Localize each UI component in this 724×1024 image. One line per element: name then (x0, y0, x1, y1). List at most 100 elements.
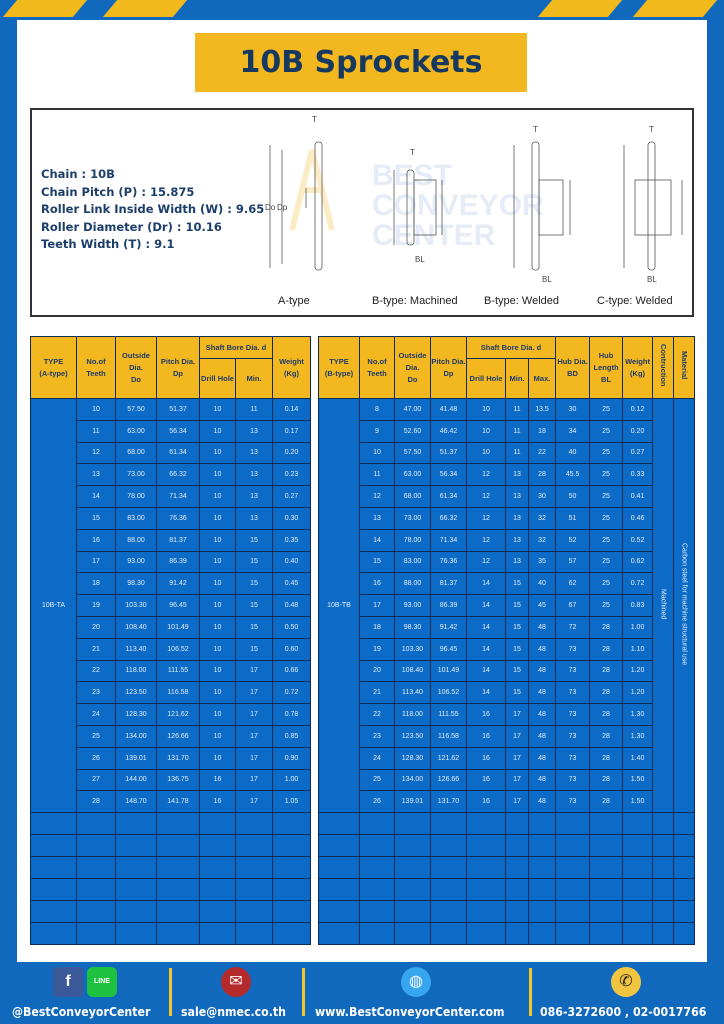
social-handle[interactable]: @BestConveyorCenter (12, 1004, 151, 1019)
pitch-dia-cell: 91.42 (430, 615, 467, 639)
hub-dia-cell: 73 (555, 659, 591, 683)
table-row: 11 63.00 56.34 12 13 28 45.5 25 0.33 (319, 463, 695, 487)
outside-dia-cell: 93.00 (115, 550, 157, 574)
empty-cell (622, 900, 654, 924)
empty-cell (199, 878, 236, 902)
empty-cell (394, 878, 431, 902)
pitch-dia-cell: 101.49 (430, 659, 467, 683)
line-icon[interactable]: LINE (87, 967, 117, 997)
type-cell: 10B-TA (30, 397, 77, 814)
pitch-dia-cell: 76.36 (430, 550, 467, 574)
drill-hole-cell: 14 (466, 681, 506, 705)
svg-text:BL: BL (647, 275, 657, 284)
teeth-cell: 19 (359, 637, 395, 661)
table-row: 20 108.40 101.49 14 15 48 73 28 1.20 (319, 659, 695, 683)
header-weight: Weight (Kg) (622, 336, 654, 399)
teeth-cell: 26 (359, 790, 395, 814)
pitch-dia-cell: 56.34 (156, 419, 200, 443)
drill-hole-cell: 16 (466, 724, 506, 748)
pitch-dia-cell: 111.55 (430, 703, 467, 726)
min-bore-cell: 17 (235, 703, 273, 726)
empty-row (318, 834, 696, 858)
table-row: 26 139.01 131.70 16 17 48 73 28 1.50 (319, 790, 695, 814)
page-title: 10B Sprockets (195, 33, 527, 92)
empty-cell (272, 812, 311, 836)
empty-cell (76, 856, 116, 880)
empty-cell (622, 834, 654, 858)
pitch-dia-cell: 141.78 (156, 790, 200, 814)
teeth-cell: 16 (359, 572, 395, 596)
min-bore-cell: 15 (505, 681, 529, 705)
empty-cell (156, 922, 200, 946)
empty-cell (394, 922, 431, 946)
max-bore-cell: 30 (527, 485, 557, 508)
weight-cell: 0.41 (622, 485, 654, 508)
drill-hole-cell: 10 (199, 550, 236, 574)
min-bore-cell: 13 (505, 528, 529, 552)
pitch-dia-cell: 106.52 (430, 681, 467, 705)
header-hub-length: Hub Length BL (589, 336, 624, 399)
material-cell: Carbon steel for machine structural use (673, 397, 696, 814)
weight-cell: 0.30 (272, 506, 311, 530)
teeth-cell: 13 (76, 463, 116, 487)
empty-cell (505, 900, 529, 924)
empty-cell (652, 900, 675, 924)
outside-dia-cell: 103.30 (394, 637, 431, 661)
drill-hole-cell: 10 (199, 506, 236, 530)
min-bore-cell: 17 (505, 703, 529, 726)
outside-dia-cell: 128.30 (394, 746, 431, 770)
pitch-dia-cell: 51.37 (430, 441, 467, 465)
drill-hole-cell: 10 (199, 485, 236, 508)
type-cell: 10B-TB (318, 397, 360, 814)
drill-hole-cell: 14 (466, 572, 506, 596)
min-bore-cell: 15 (505, 615, 529, 639)
teeth-cell: 8 (359, 398, 395, 421)
hub-length-cell: 25 (589, 463, 624, 487)
svg-text:BL: BL (415, 255, 425, 264)
decor-stripe (2, 0, 88, 17)
drill-hole-cell: 10 (199, 398, 236, 421)
website-link[interactable]: www.BestConveyorCenter.com (315, 1004, 505, 1019)
table-row: 28 148.70 141.78 16 17 1.05 (31, 790, 311, 814)
min-bore-cell: 13 (505, 463, 529, 487)
hub-dia-cell: 50 (555, 485, 591, 508)
construction-value: Machined (659, 589, 667, 620)
table-row: 21 113.40 106.52 14 15 48 73 28 1.20 (319, 681, 695, 705)
weight-cell: 0.12 (622, 398, 654, 421)
pitch-dia-cell: 86.39 (156, 550, 200, 574)
outside-dia-cell: 118.00 (115, 659, 157, 683)
drill-hole-cell: 10 (199, 637, 236, 661)
phone-numbers[interactable]: 086-3272600 , 02-0017766 (540, 1004, 707, 1019)
email-link[interactable]: sale@nmec.co.th (181, 1004, 287, 1019)
empty-cell (76, 834, 116, 858)
drill-hole-cell: 12 (466, 528, 506, 552)
empty-cell (76, 812, 116, 836)
table-row: 22 118.00 111.55 16 17 48 73 28 1.30 (319, 703, 695, 726)
drill-hole-cell: 10 (199, 659, 236, 683)
empty-cell (156, 900, 200, 924)
empty-cell (622, 812, 654, 836)
teeth-cell: 22 (76, 659, 116, 683)
hub-length-cell: 25 (589, 441, 624, 465)
empty-cell (652, 812, 675, 836)
empty-cell (527, 834, 557, 858)
header-min: Min. (505, 358, 529, 399)
drill-hole-cell: 10 (466, 398, 506, 421)
svg-text:T: T (410, 148, 415, 157)
header-type: TYPE (A-type) (30, 336, 77, 399)
table-row: 24 128.30 121.62 10 17 0.78 (31, 703, 311, 726)
empty-cell (235, 856, 273, 880)
weight-cell: 1.00 (272, 768, 311, 792)
min-bore-cell: 13 (505, 485, 529, 508)
empty-row (318, 812, 696, 836)
min-bore-cell: 17 (235, 724, 273, 748)
facebook-icon[interactable]: f (53, 967, 83, 997)
outside-dia-cell: 57.50 (394, 441, 431, 465)
drill-hole-cell: 10 (466, 419, 506, 443)
empty-cell (527, 878, 557, 902)
header-outside-dia: Outside Dia. Do (115, 336, 157, 399)
pitch-dia-cell: 41.48 (430, 398, 467, 421)
svg-text:T: T (312, 115, 317, 124)
hub-dia-cell: 73 (555, 703, 591, 726)
weight-cell: 0.78 (272, 703, 311, 726)
